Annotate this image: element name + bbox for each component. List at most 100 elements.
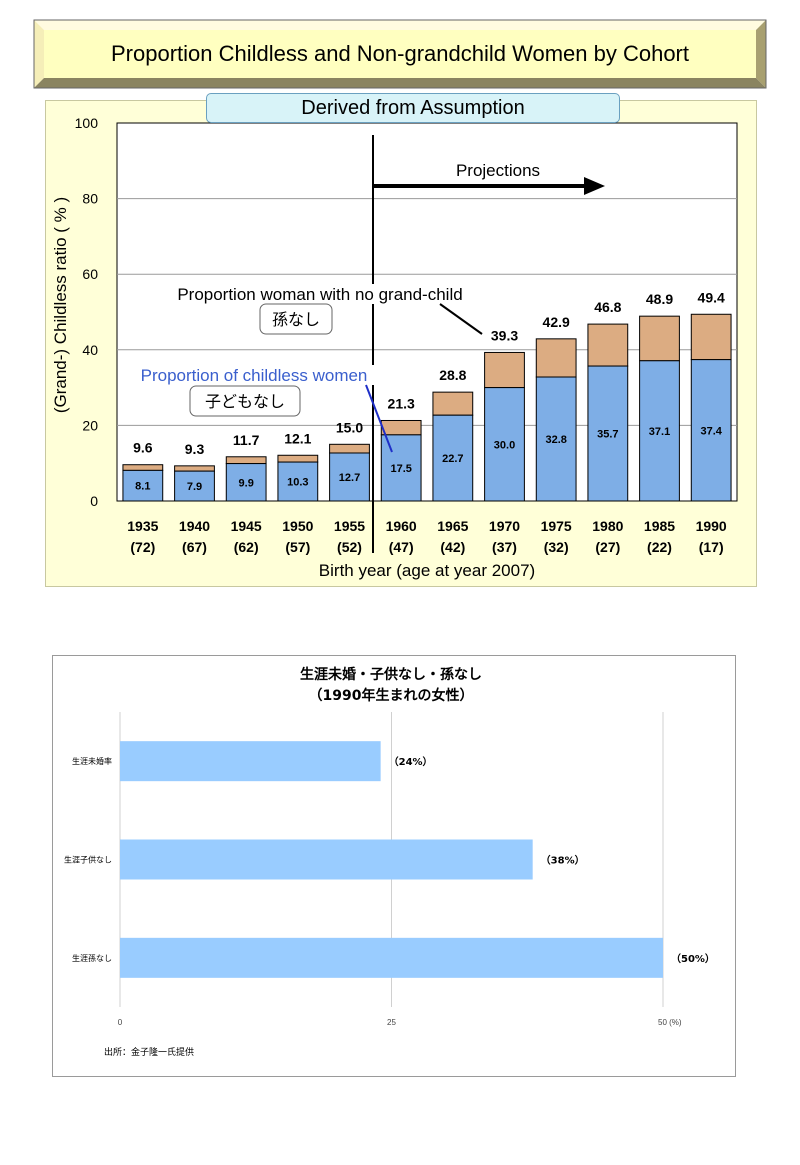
childless-value-label: 35.7	[597, 429, 618, 441]
bar-grandchild-segment	[690, 313, 732, 361]
source-note: 出所：金子隆一氏提供	[104, 1046, 194, 1058]
x-tick-age-label: (72)	[130, 539, 155, 555]
x-tick-label: 1940	[179, 518, 210, 534]
x-tick-age-label: (57)	[285, 539, 310, 555]
chart-2-x-tick-label: 50 (%)	[658, 1018, 682, 1027]
chart-2-labels: 0 25 50 (%) 生涯未婚率 （24%） 生涯子供なし （38%） 生涯孫なし （50%）	[64, 755, 715, 1027]
x-tick-label: 1980	[592, 518, 623, 534]
y-tick-label: 80	[82, 191, 98, 207]
projections-label: Projections	[456, 161, 540, 180]
x-tick-label: 1950	[282, 518, 313, 534]
chart-title: Proportion Childless and Non-grandchild …	[110, 41, 689, 66]
x-tick-age-label: (62)	[234, 539, 259, 555]
x-tick-label: 1970	[489, 518, 520, 534]
total-value-label: 42.9	[543, 314, 570, 330]
data-labels: 9.6 8.1 9.3 7.9 11.7 9.9 12.1 10.3 15.0 12.7 21.3 1…	[133, 289, 725, 493]
total-value-label: 46.8	[594, 299, 621, 315]
x-axis-title: Birth year (age at year 2007)	[319, 561, 535, 580]
total-value-label: 21.3	[388, 395, 415, 411]
bars	[122, 313, 732, 502]
childless-jp-box	[189, 385, 301, 417]
childless-label: Proportion of childless women	[141, 366, 368, 385]
bar-childless-segment	[432, 414, 474, 502]
x-tick-age-label: (17)	[699, 539, 724, 555]
chart-2-x-tick-label: 0	[118, 1018, 123, 1027]
chart-2-title: 生涯未婚・子供なし・孫なし	[300, 666, 482, 683]
y-tick-label: 60	[82, 266, 98, 282]
grandchild-jp-label: 孫なし	[272, 310, 320, 329]
childless-value-label: 12.7	[339, 472, 360, 484]
total-value-label: 48.9	[646, 291, 673, 307]
bar-childless-segment	[277, 461, 319, 502]
x-tick-age-label: (32)	[544, 539, 569, 555]
total-value-label: 9.6	[133, 440, 153, 456]
total-value-label: 12.1	[284, 430, 311, 446]
childless-value-label: 30.0	[494, 439, 515, 451]
grandchild-label-bg	[162, 284, 480, 304]
chart-2-bar	[120, 937, 663, 978]
childless-value-label: 8.1	[135, 481, 150, 493]
bar-grandchild-segment	[484, 351, 525, 389]
bar-childless-segment	[225, 463, 267, 502]
bar-childless-segment	[329, 452, 370, 502]
x-tick-label: 1990	[696, 518, 727, 534]
childless-value-label: 10.3	[287, 477, 308, 489]
x-tick-age-label: (22)	[647, 539, 672, 555]
total-value-label: 11.7	[233, 432, 260, 448]
x-tick-age-label: (52)	[337, 539, 362, 555]
bar-childless-segment	[535, 376, 577, 502]
childless-label-bg	[124, 365, 384, 385]
total-value-label: 39.3	[491, 327, 518, 343]
x-tick-age-label: (37)	[492, 539, 517, 555]
total-value-label: 28.8	[439, 367, 466, 383]
chart-2-category-label: 生涯子供なし	[64, 855, 112, 865]
total-value-label: 15.0	[336, 419, 363, 435]
arrow-head-icon	[584, 177, 605, 195]
chart-2-value-label: （50%）	[671, 952, 715, 965]
x-tick-age-label: (42)	[440, 539, 465, 555]
chart-2-category-label: 生涯未婚率	[72, 756, 112, 766]
x-tick-label: 1975	[541, 518, 572, 534]
y-tick-label: 40	[82, 342, 98, 358]
subtitle-badge: Derived from Assumption	[206, 93, 620, 123]
childless-value-label: 9.9	[239, 477, 254, 489]
x-tick-label: 1955	[334, 518, 365, 534]
childless-value-label: 22.7	[442, 453, 463, 465]
gridlines	[117, 198, 737, 426]
chart-2-bar	[120, 839, 533, 880]
childless-jp-label: 子どもなし	[205, 392, 285, 411]
bar-grandchild-segment	[639, 315, 680, 362]
childless-value-label: 32.8	[545, 434, 566, 446]
chart-2-value-label: （24%）	[389, 755, 433, 768]
x-tick-label: 1935	[127, 518, 158, 534]
childless-value-label: 37.4	[700, 425, 722, 437]
x-tick-label: 1945	[231, 518, 262, 534]
bar-childless-segment	[587, 365, 629, 502]
chart-2-bars	[120, 741, 663, 978]
axis-labels: 0 20 40 60 80 100 1935 (72) 1940 (67) 1945 (62) 1950…	[75, 115, 727, 555]
x-tick-label: 1965	[437, 518, 468, 534]
grandchild-label: Proportion woman with no grand-child	[177, 285, 462, 304]
bar-childless-segment	[690, 359, 732, 502]
y-tick-label: 100	[75, 115, 99, 131]
y-tick-label: 20	[82, 417, 98, 433]
x-tick-age-label: (27)	[595, 539, 620, 555]
grandchild-jp-box	[259, 303, 333, 335]
x-tick-label: 1960	[386, 518, 417, 534]
chart-2-value-label: （38%）	[541, 854, 585, 867]
childless-value-label: 7.9	[187, 481, 202, 493]
childless-pointer	[365, 384, 393, 453]
grandchild-pointer	[439, 303, 483, 335]
total-value-label: 9.3	[185, 441, 205, 457]
chart-2-x-tick-label: 25	[387, 1018, 396, 1027]
y-tick-label: 0	[90, 493, 98, 509]
x-tick-age-label: (67)	[182, 539, 207, 555]
x-tick-age-label: (47)	[389, 539, 414, 555]
childless-value-label: 17.5	[390, 463, 411, 475]
x-tick-label: 1985	[644, 518, 675, 534]
chart-2-bar	[120, 741, 381, 782]
bar-childless-segment	[639, 360, 680, 502]
